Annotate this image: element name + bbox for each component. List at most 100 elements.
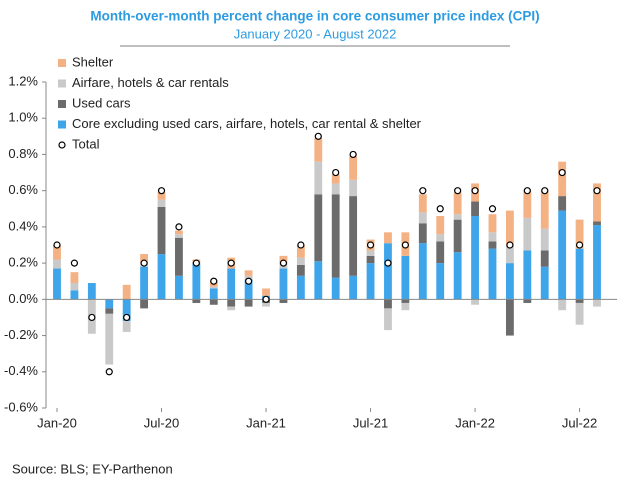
total-marker — [227, 259, 235, 267]
bar-segment — [53, 245, 61, 260]
total-marker — [53, 241, 61, 249]
bar-segment — [140, 254, 149, 264]
bar-segment — [366, 250, 375, 256]
bar-segment — [157, 206, 166, 255]
bar-segment — [349, 196, 358, 276]
legend-swatch — [58, 79, 66, 88]
x-tick-label: Jul-20 — [144, 415, 179, 430]
bar-segment — [593, 221, 601, 226]
bar-segment — [558, 196, 567, 211]
bar-segment — [122, 284, 131, 300]
bar-segment — [488, 248, 497, 300]
x-tick-label: Jan-20 — [37, 415, 77, 430]
bar-segment — [436, 216, 445, 235]
bar-segment — [192, 299, 201, 303]
y-tick-label: 0.6% — [8, 182, 38, 197]
bar-segment — [471, 216, 479, 300]
bar-segment — [87, 283, 96, 300]
x-tick-label: Jan-21 — [246, 415, 286, 430]
total-marker — [70, 259, 79, 267]
bar-segment — [314, 161, 323, 195]
bar-segment — [262, 302, 270, 307]
total-marker — [279, 259, 288, 267]
y-tick-label: 1.0% — [8, 110, 38, 125]
bar-segment — [175, 230, 183, 235]
bar-segment — [105, 299, 114, 309]
bar-segment — [523, 250, 532, 300]
total-marker — [401, 241, 409, 249]
bar-segment — [331, 194, 340, 278]
x-tick-label: Jul-21 — [353, 415, 388, 430]
y-tick-label: -0.4% — [4, 363, 38, 378]
total-marker — [332, 168, 340, 177]
bar-segment — [401, 302, 410, 311]
bar-segment — [349, 156, 358, 180]
bar-segment — [122, 299, 131, 322]
bar-segment — [209, 299, 218, 305]
bar-segment — [296, 257, 305, 265]
bar-segment — [418, 212, 427, 224]
bar-segment — [227, 299, 236, 307]
bar-segment — [53, 268, 61, 300]
bar-segment — [192, 263, 201, 300]
bar-segment — [227, 306, 236, 311]
legend-label: Total — [72, 136, 100, 151]
chart-title: Month-over-month percent change in core … — [90, 9, 539, 24]
legend-swatch — [58, 120, 66, 129]
bar-segment — [244, 299, 253, 307]
bar-segment — [314, 261, 323, 300]
bar-segment — [366, 263, 375, 300]
legend-marker — [58, 141, 66, 149]
bar-segment — [523, 190, 532, 218]
bar-segment — [209, 286, 218, 289]
total-marker — [123, 313, 131, 322]
bar-segment — [453, 219, 462, 253]
bar-segment — [505, 210, 514, 245]
total-marker — [366, 241, 375, 249]
bar-segment — [244, 275, 253, 280]
total-marker — [454, 187, 462, 195]
bar-segment — [488, 241, 497, 249]
bar-segment — [279, 255, 288, 264]
bar-segment — [505, 263, 514, 300]
total-marker — [593, 187, 601, 195]
bar-segment — [384, 299, 392, 309]
bar-segment — [384, 232, 392, 244]
total-marker — [314, 132, 322, 140]
bar-segment — [105, 313, 114, 365]
bar-segment — [175, 275, 183, 300]
total-marker — [192, 259, 200, 267]
y-tick-label: -0.2% — [4, 327, 38, 342]
total-marker — [210, 277, 218, 285]
chart-subtitle: January 2020 - August 2022 — [234, 26, 397, 41]
total-marker — [349, 150, 357, 159]
bar-segment — [453, 214, 462, 220]
legend-label: Airfare, hotels & car rentals — [72, 75, 229, 90]
total-marker — [88, 313, 96, 322]
bar-segment — [418, 194, 427, 213]
source-note: Source: BLS; EY-Parthenon — [12, 461, 173, 476]
bar-segment — [593, 183, 601, 222]
legend-swatch — [58, 59, 66, 67]
total-marker — [105, 368, 113, 376]
total-marker — [245, 277, 253, 285]
bar-segment — [296, 264, 305, 276]
bar-segment — [575, 219, 584, 249]
bar-segment — [140, 266, 149, 300]
bar-segment — [262, 288, 270, 296]
total-marker — [506, 241, 514, 249]
bar-segment — [401, 299, 410, 303]
bar-segment — [384, 308, 392, 331]
bar-segment — [244, 270, 253, 276]
bar-segment — [523, 299, 532, 303]
bar-segment — [157, 192, 166, 200]
bar-segment — [384, 243, 392, 300]
bar-segment — [436, 234, 445, 242]
bar-segment — [331, 174, 340, 184]
total-marker — [384, 259, 392, 267]
bar-segment — [279, 299, 288, 303]
bar-segment — [575, 302, 584, 325]
bar-segment — [505, 245, 514, 264]
bar-segment — [296, 275, 305, 300]
